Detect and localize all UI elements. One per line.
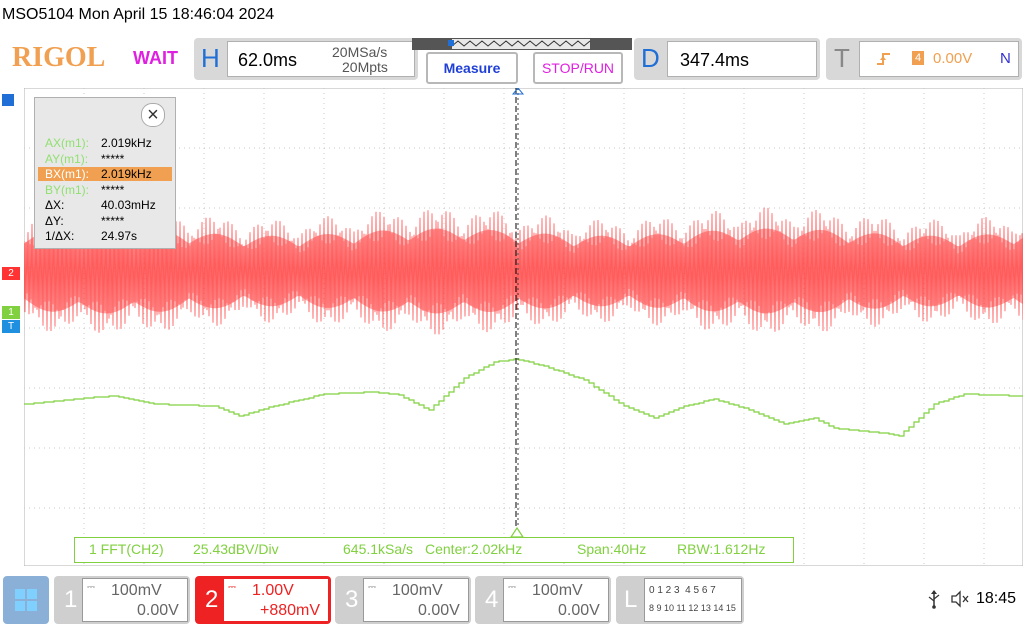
coupling-icon: ⎓ <box>228 582 236 593</box>
cursor-readout-label: ΔX: <box>45 198 65 212</box>
trigger-position-marker <box>511 88 525 95</box>
channel-1-offset: 0.00V <box>137 602 179 619</box>
cursor-readout-row: ΔX: 40.03mHz <box>38 198 172 212</box>
usb-icon <box>928 590 940 609</box>
measure-button[interactable]: Measure <box>426 52 518 84</box>
cursor-readout-label: ΔY: <box>45 213 64 228</box>
coupling-icon: ⎓ <box>368 582 376 593</box>
cursor-readout-row: BY(m1): ***** <box>38 183 172 197</box>
delay-values: 347.4ms <box>667 41 817 77</box>
cursor-readout-label: 1/ΔX: <box>45 229 75 243</box>
cursor-readout-value: ***** <box>101 213 125 228</box>
trigger-source-badge: 4 <box>912 51 924 65</box>
fft-scale: 25.43dBV/Div <box>193 541 279 557</box>
memory-depth: 20Mpts <box>342 59 388 75</box>
trigger-level: 0.00V <box>933 50 973 67</box>
coupling-icon: ⎓ <box>87 582 95 593</box>
cursor-readout-value: 40.03mHz <box>101 198 156 212</box>
datetime: Mon April 15 18:46:04 2024 <box>78 6 275 23</box>
fft-span: Span:40Hz <box>577 541 647 557</box>
channel-4-panel[interactable]: 4 ⎓ 100mV 0.00V <box>475 576 611 624</box>
channel-1-panel[interactable]: 1 ⎓ 100mV 0.00V <box>54 576 190 624</box>
fft-info-bar[interactable]: 1 FFT(CH2) 25.43dBV/Div 645.1kSa/s Cente… <box>74 537 794 563</box>
memory-overview[interactable] <box>412 38 632 50</box>
cursor-readout-value: 2.019kHz <box>101 167 152 181</box>
channel-1-scale: 100mV <box>111 582 162 599</box>
run-status: WAIT <box>133 48 178 68</box>
cursor-readout-label: AX(m1): <box>45 136 90 150</box>
channel-3-values: ⎓ 100mV 0.00V <box>363 578 469 622</box>
horizontal-values: 62.0ms 20MSa/s 20Mpts <box>227 41 415 77</box>
delay-value: 347.4ms <box>680 50 750 70</box>
channel-3-offset: 0.00V <box>418 602 460 619</box>
channel-3-scale: 100mV <box>392 582 443 599</box>
model-name: MSO5104 <box>2 6 75 23</box>
timebase: 62.0ms <box>238 50 298 70</box>
cursor-readout-label: AY(m1): <box>45 151 89 166</box>
memory-overview-wave <box>448 39 591 49</box>
cursor-readout-row: AY(m1): ***** <box>38 152 172 166</box>
cursor-readout-value: 2.019kHz <box>101 136 152 150</box>
waveform-origin-marker <box>2 94 14 106</box>
channel-4-offset: 0.00V <box>558 602 600 619</box>
logic-row-high: 8 9 10 11 12 13 14 15 <box>649 603 736 613</box>
rigol-logo: RIGOL <box>12 42 106 73</box>
cursor-readout-label: BY(m1): <box>45 182 90 197</box>
sample-rate: 20MSa/s <box>332 44 388 60</box>
mute-speaker-icon[interactable] <box>950 590 970 608</box>
trigger-label: T <box>834 43 850 73</box>
cursor-readout-row: 1/ΔX: 24.97s <box>38 229 172 243</box>
cursor-readout-row: AX(m1): 2.019kHz <box>38 136 172 150</box>
horizontal-label: H <box>201 43 220 73</box>
cursor-readout-label: BX(m1): <box>45 167 90 181</box>
trigger-level-marker[interactable]: T <box>2 320 20 333</box>
ch1-offset-marker[interactable]: 1 <box>2 306 20 319</box>
waveform-display[interactable] <box>24 88 1023 566</box>
fft-waveform <box>24 358 1023 437</box>
delay-label: D <box>641 43 660 73</box>
status-title: MSO5104 Mon April 15 18:46:04 2024 <box>2 6 274 24</box>
clock: 18:45 <box>976 590 1017 607</box>
channel-2-scale: 1.00V <box>252 582 294 599</box>
fft-source: 1 FFT(CH2) <box>89 541 164 557</box>
rising-edge-icon <box>877 53 890 65</box>
channel-4-values: ⎓ 100mV 0.00V <box>503 578 609 622</box>
logic-channels: 0 1 2 3 4 5 6 7 8 9 10 11 12 13 14 15 <box>644 578 742 622</box>
fft-rbw: RBW:1.612Hz <box>677 541 766 557</box>
coupling-icon: ⎓ <box>508 582 516 593</box>
channel-4-scale: 100mV <box>532 582 583 599</box>
cursor-readout-value: 24.97s <box>101 229 138 243</box>
fft-center: Center:2.02kHz <box>425 541 523 557</box>
fft-rate: 645.1kSa/s <box>343 541 414 557</box>
channel-2-number: 2 <box>205 586 219 613</box>
delay-panel[interactable]: D 347.4ms <box>634 38 820 80</box>
channel-2-values: ⎓ 1.00V +880mV <box>223 578 329 622</box>
logic-panel[interactable]: L 0 1 2 3 4 5 6 7 8 9 10 11 12 13 14 15 <box>616 576 744 624</box>
apps-button[interactable] <box>3 576 49 624</box>
logic-row-low: 0 1 2 3 4 5 6 7 <box>649 585 716 596</box>
stop-run-button[interactable]: STOP/RUN <box>533 52 623 84</box>
channel-1-values: ⎓ 100mV 0.00V <box>82 578 188 622</box>
channel-3-number: 3 <box>345 586 359 613</box>
trigger-panel[interactable]: T 4 0.00V N <box>826 38 1022 80</box>
channel-4-number: 4 <box>485 586 499 613</box>
channel-1-number: 1 <box>64 586 78 613</box>
cursor-readout-value: ***** <box>101 151 125 166</box>
channel-2-offset: +880mV <box>260 602 321 619</box>
cursor-readout-row: BX(m1): 2.019kHz <box>38 167 172 181</box>
horizontal-panel[interactable]: H 62.0ms 20MSa/s 20Mpts <box>194 38 418 80</box>
ch2-waveform <box>24 207 1023 335</box>
ch2-offset-marker[interactable]: 2 <box>2 267 20 280</box>
cursor-panel: × AX(m1): 2.019kHz AY(m1): ***** BX(m1): 2.01… <box>34 97 176 249</box>
close-icon[interactable]: × <box>141 103 165 127</box>
channel-2-panel[interactable]: 2 ⎓ 1.00V +880mV <box>195 576 331 624</box>
cursor-readout-row: ΔY: ***** <box>38 214 172 228</box>
trigger-mode: N <box>1000 50 1011 67</box>
channel-3-panel[interactable]: 3 ⎓ 100mV 0.00V <box>335 576 471 624</box>
grid-icon <box>15 589 37 611</box>
logic-label: L <box>624 586 638 613</box>
cursor-readout-value: ***** <box>101 182 125 197</box>
trigger-values: 4 0.00V N <box>859 41 1019 77</box>
